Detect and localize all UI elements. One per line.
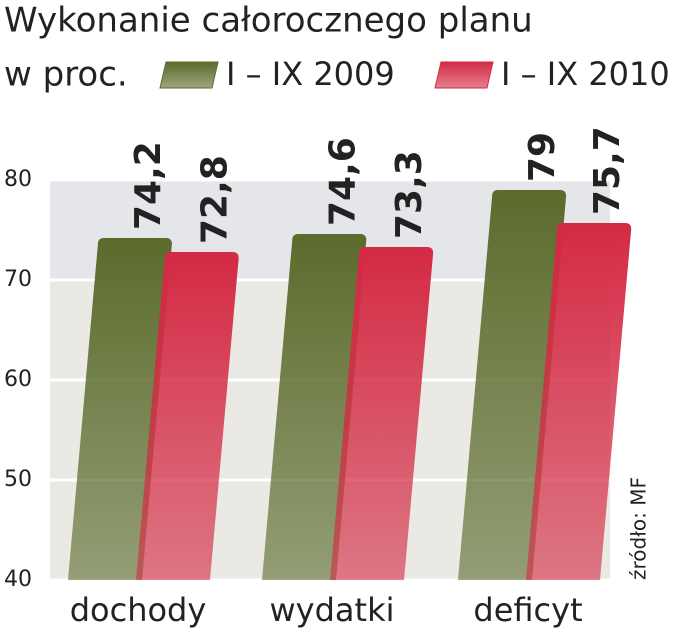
- legend-swatch: [434, 61, 494, 89]
- chart-subtitle: w proc.: [4, 55, 128, 95]
- legend-swatch: [159, 61, 219, 89]
- chart-title: Wykonanie całorocznego planu: [4, 1, 533, 41]
- bar: [136, 252, 239, 580]
- value-label: 74,6: [322, 137, 363, 226]
- y-tick-label: 50: [4, 467, 32, 492]
- y-tick-label: 40: [4, 567, 32, 592]
- value-label: 75,7: [587, 126, 628, 215]
- value-label: 73,3: [389, 150, 430, 239]
- bar: [330, 247, 434, 580]
- legend-label: I – IX 2010: [501, 55, 670, 93]
- x-tick-label: deficyt: [473, 591, 582, 629]
- value-label: 79: [522, 132, 563, 182]
- y-tick-label: 60: [4, 367, 32, 392]
- y-tick-label: 80: [4, 167, 32, 192]
- bar: [526, 223, 632, 580]
- x-tick-label: dochody: [70, 591, 207, 629]
- source-note: źródło: MF: [627, 477, 651, 580]
- legend-label: I – IX 2009: [226, 55, 395, 93]
- value-label: 74,2: [128, 141, 169, 230]
- x-tick-label: wydatki: [270, 591, 395, 629]
- value-label: 72,8: [195, 155, 236, 244]
- y-tick-label: 70: [4, 267, 32, 292]
